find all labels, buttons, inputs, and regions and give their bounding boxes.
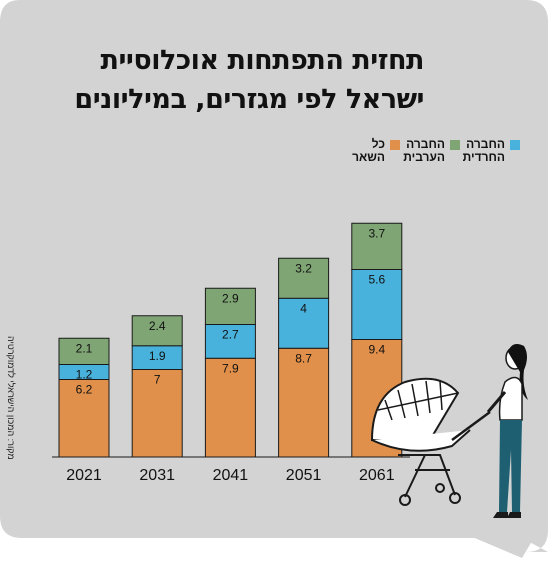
woman-figure (486, 344, 528, 518)
chart-title-line-2: ישראל לפי מגזרים, במיליונים (74, 84, 424, 115)
legend-item-arab: החברה הערבית (401, 138, 460, 164)
x-tick-label-2061: 2061 (359, 467, 395, 484)
legend-swatch-rest (390, 140, 400, 150)
bar-segment-arab-2061 (351, 222, 403, 270)
bar-segment-haredi-2061 (351, 269, 403, 340)
source-note: מקור: המכון הישראלי לדמוקרטיה (6, 336, 16, 460)
data-label-haredi-2061: 5.6 (368, 273, 385, 287)
data-label-arab-2061: 3.7 (368, 226, 385, 240)
bar-segment-rest-2041 (204, 357, 256, 458)
legend-label-rest: כל השאר (352, 137, 385, 164)
legend-label-haredi: החברה החרדית (462, 137, 505, 164)
data-label-arab-2031: 2.4 (149, 319, 166, 333)
legend-swatch-arab (450, 140, 460, 150)
data-label-arab-2041: 2.9 (222, 291, 239, 305)
data-label-haredi-2041: 2.7 (222, 328, 239, 342)
stroller-icon (370, 377, 491, 506)
bar-segment-haredi-2041 (204, 324, 256, 359)
x-tick-label-2051: 2051 (286, 467, 322, 484)
data-label-haredi-2051: 4 (300, 301, 307, 315)
data-label-rest-2061: 9.4 (368, 343, 385, 357)
data-label-haredi-2021: 1.2 (76, 368, 93, 382)
bar-segment-haredi-2051 (278, 297, 330, 349)
bar-segment-arab-2021 (58, 337, 110, 365)
data-label-arab-2051: 3.2 (295, 261, 312, 275)
data-label-haredi-2031: 1.9 (149, 349, 166, 363)
x-tick-label-2031: 2031 (139, 467, 175, 484)
bar-segment-arab-2041 (204, 287, 256, 325)
bar-segment-rest-2051 (278, 347, 330, 458)
data-label-arab-2021: 2.1 (76, 341, 93, 355)
data-label-rest-2051: 8.7 (295, 351, 312, 365)
legend-item-haredi: החברה החרדית (461, 138, 520, 164)
x-tick-label-2041: 2041 (213, 467, 249, 484)
bar-segment-arab-2031 (131, 315, 183, 347)
legend-item-rest: כל השאר (341, 138, 400, 164)
bar-segment-rest-2031 (131, 369, 183, 458)
data-label-rest-2041: 7.9 (222, 361, 239, 375)
x-tick-label-2021: 2021 (66, 467, 102, 484)
legend-label-arab: החברה הערבית (403, 137, 445, 164)
legend-swatch-haredi (510, 140, 520, 150)
chart-title-line-1: תחזית התפתחות אוכלוסיית (100, 45, 425, 76)
data-label-rest-2031: 7 (154, 373, 161, 387)
bar-segment-arab-2051 (278, 257, 330, 299)
data-label-rest-2021: 6.2 (76, 383, 93, 397)
